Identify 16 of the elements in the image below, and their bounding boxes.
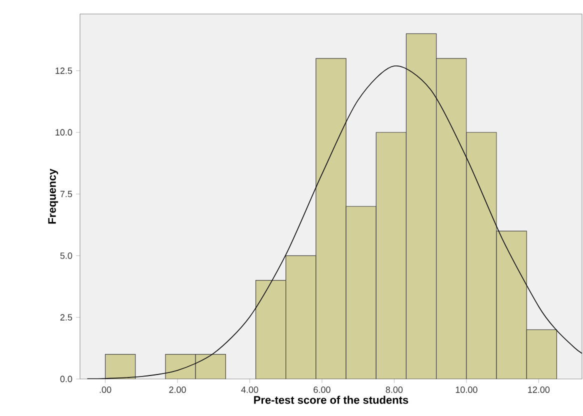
- x-axis-title: Pre-test score of the students: [254, 396, 408, 404]
- y-tick-label: 12.5: [56, 68, 72, 74]
- y-tick-label: 10.0: [56, 129, 72, 136]
- x-tick-label: 4.00: [241, 386, 258, 393]
- x-tick-label: 10.00: [456, 386, 478, 393]
- x-tick-label: .00: [100, 386, 112, 393]
- y-tick-label: 0.0: [60, 376, 72, 382]
- x-tick-label: 12.00: [528, 386, 550, 393]
- line-series: [86, 66, 582, 379]
- y-axis-title: Frequency: [48, 168, 58, 224]
- y-tick-label: 5.0: [60, 252, 72, 259]
- y-tick-label: 7.5: [60, 190, 72, 198]
- x-tick-label: 8.00: [386, 386, 403, 393]
- x-tick-label: 6.00: [314, 386, 330, 393]
- x-tick-label: 2.00: [169, 386, 186, 393]
- y-tick-label: 2.5: [60, 314, 72, 321]
